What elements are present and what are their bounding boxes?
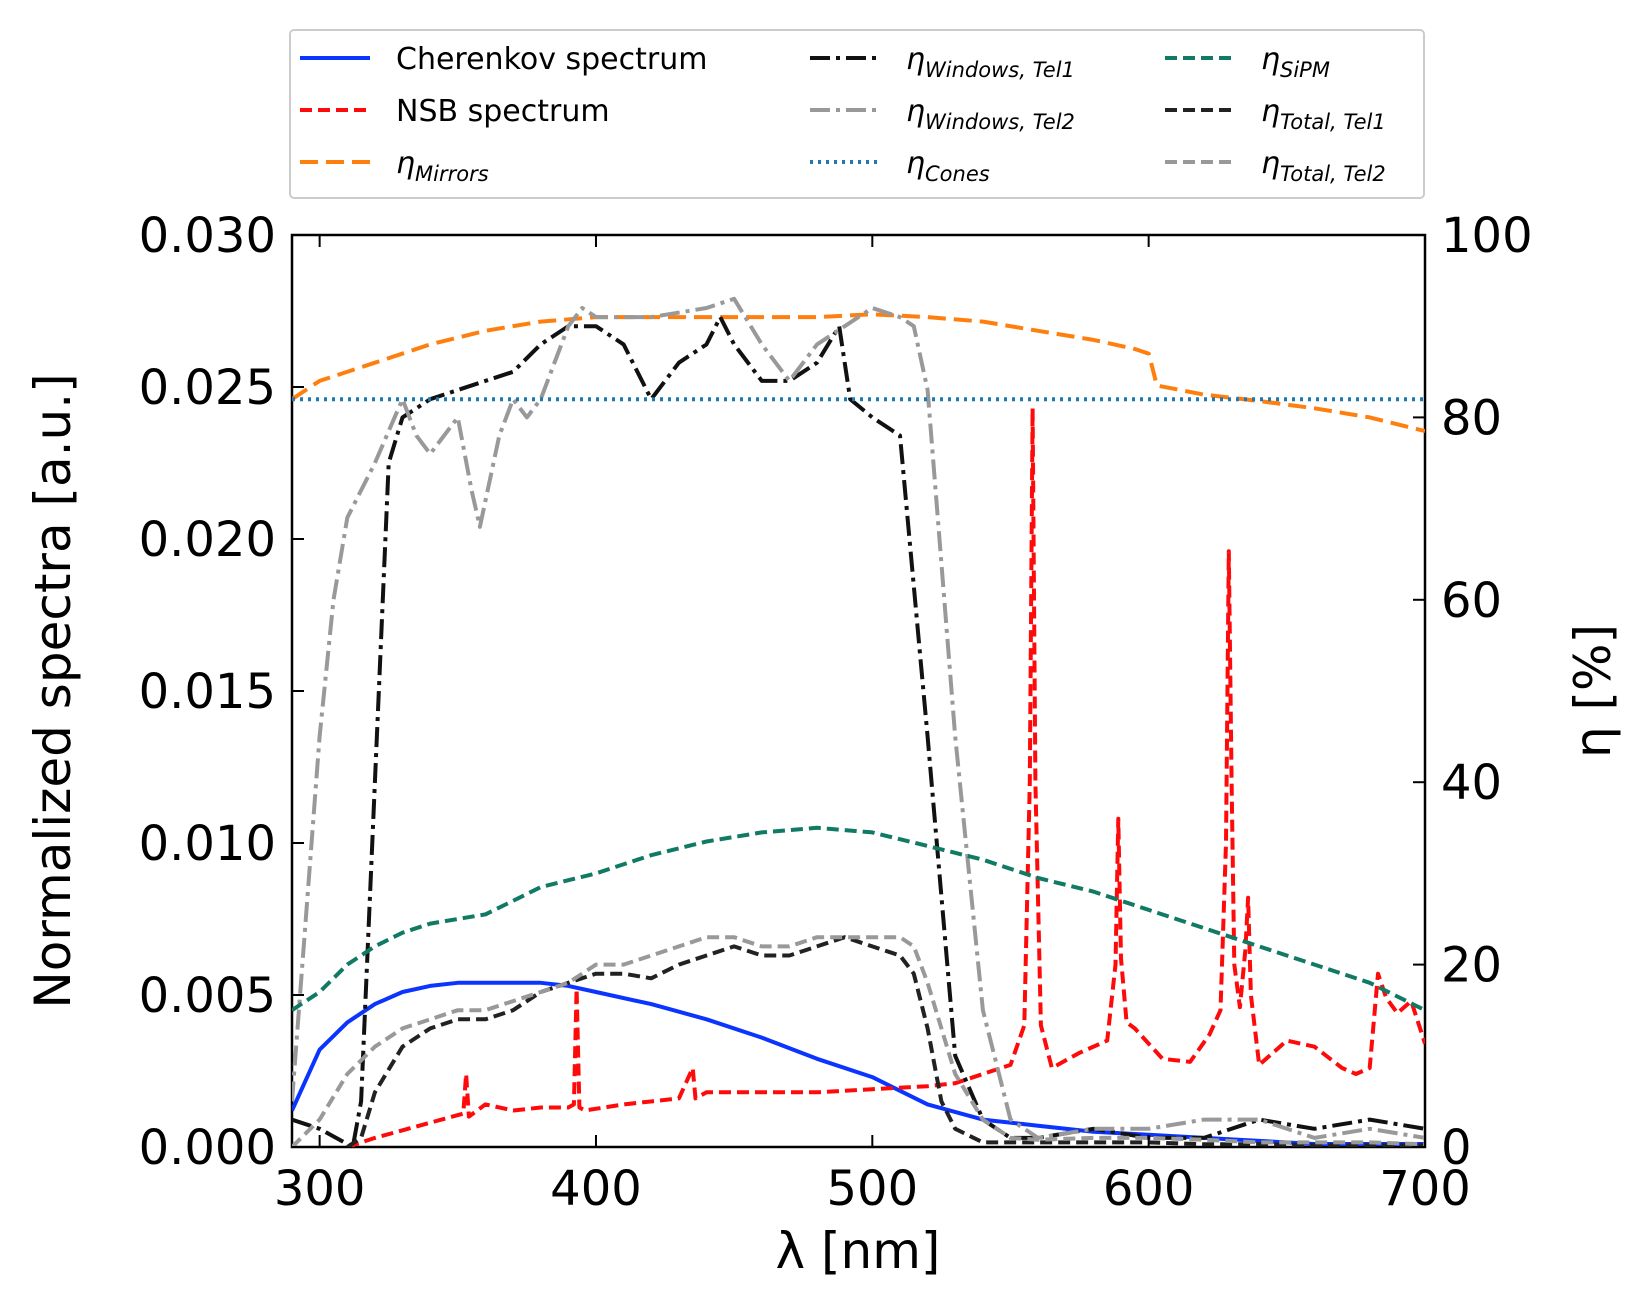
legend-item-windows-tel1: ηWindows, Tel1: [810, 42, 1075, 82]
y-left-tick-label: 0.005: [139, 968, 276, 1024]
legend-item-nsb-spectrum: NSB spectrum: [300, 94, 610, 129]
y-left-tick-label: 0.000: [139, 1120, 276, 1176]
x-tick-label: 400: [550, 1161, 642, 1217]
x-tick-label: 500: [827, 1161, 919, 1217]
legend-label: NSB spectrum: [396, 94, 610, 129]
legend-item-total-tel1: ηTotal, Tel1: [1165, 94, 1386, 134]
y-right-tick-label: 40: [1441, 755, 1502, 811]
y-right-tick-label: 100: [1441, 208, 1533, 264]
legend-label: ηWindows, Tel1: [906, 42, 1075, 82]
axes-layer: 300 400 500 600 7000.0000.0050.0100.0150.020…: [139, 208, 1533, 1217]
legend-label: ηSiPM: [1261, 42, 1330, 82]
legend-label: ηWindows, Tel2: [906, 94, 1075, 134]
legend-label: ηCones: [906, 146, 990, 186]
series-line-sipm: [292, 825, 1425, 1012]
y-left-tick-label: 0.010: [139, 816, 276, 872]
y-left-axis-title: Normalized spectra [a.u.]: [24, 373, 82, 1008]
x-axis-title: λ [nm]: [776, 1222, 941, 1280]
series-line-mirrors: [292, 312, 1425, 434]
legend-item-mirrors: ηMirrors: [300, 146, 489, 186]
legend-label: ηTotal, Tel2: [1261, 146, 1386, 186]
series-line-total-tel1: [346, 935, 1425, 1147]
y-right-axis-title: η [%]: [1564, 624, 1622, 758]
legend-label: Cherenkov spectrum: [396, 42, 707, 77]
legend-item-total-tel2: ηTotal, Tel2: [1165, 146, 1386, 186]
y-left-tick-label: 0.025: [139, 360, 276, 416]
x-tick-label: 700: [1379, 1161, 1471, 1217]
legend-label: ηTotal, Tel1: [1261, 94, 1386, 134]
y-right-tick-label: 80: [1441, 390, 1502, 446]
legend-item-sipm: ηSiPM: [1165, 42, 1330, 82]
series-layer: [292, 296, 1425, 1147]
x-tick-label: 300: [274, 1161, 366, 1217]
series-line-windows-tel1: [292, 315, 1425, 1147]
series-line-total-tel2: [292, 935, 1425, 1147]
y-left-tick-label: 0.020: [139, 512, 276, 568]
y-left-tick-label: 0.030: [139, 208, 276, 264]
legend-item-cherenkov-spectrum: Cherenkov spectrum: [300, 42, 707, 77]
legend-box: [289, 29, 1425, 199]
legend-label: ηMirrors: [396, 146, 489, 186]
y-right-tick-label: 20: [1441, 938, 1502, 994]
y-right-tick-label: 60: [1441, 573, 1502, 629]
legend: Cherenkov spectrum NSB spectrum ηMirrors ηW…: [289, 29, 1425, 199]
legend-item-windows-tel2: ηWindows, Tel2: [810, 94, 1075, 134]
y-right-tick-label: 0: [1441, 1120, 1472, 1176]
series-line-nsb-spectrum: [346, 406, 1425, 1147]
y-left-tick-label: 0.015: [139, 664, 276, 720]
series-line-windows-tel2: [292, 296, 1425, 1140]
x-tick-label: 600: [1103, 1161, 1195, 1217]
legend-item-cones: ηCones: [810, 146, 990, 186]
